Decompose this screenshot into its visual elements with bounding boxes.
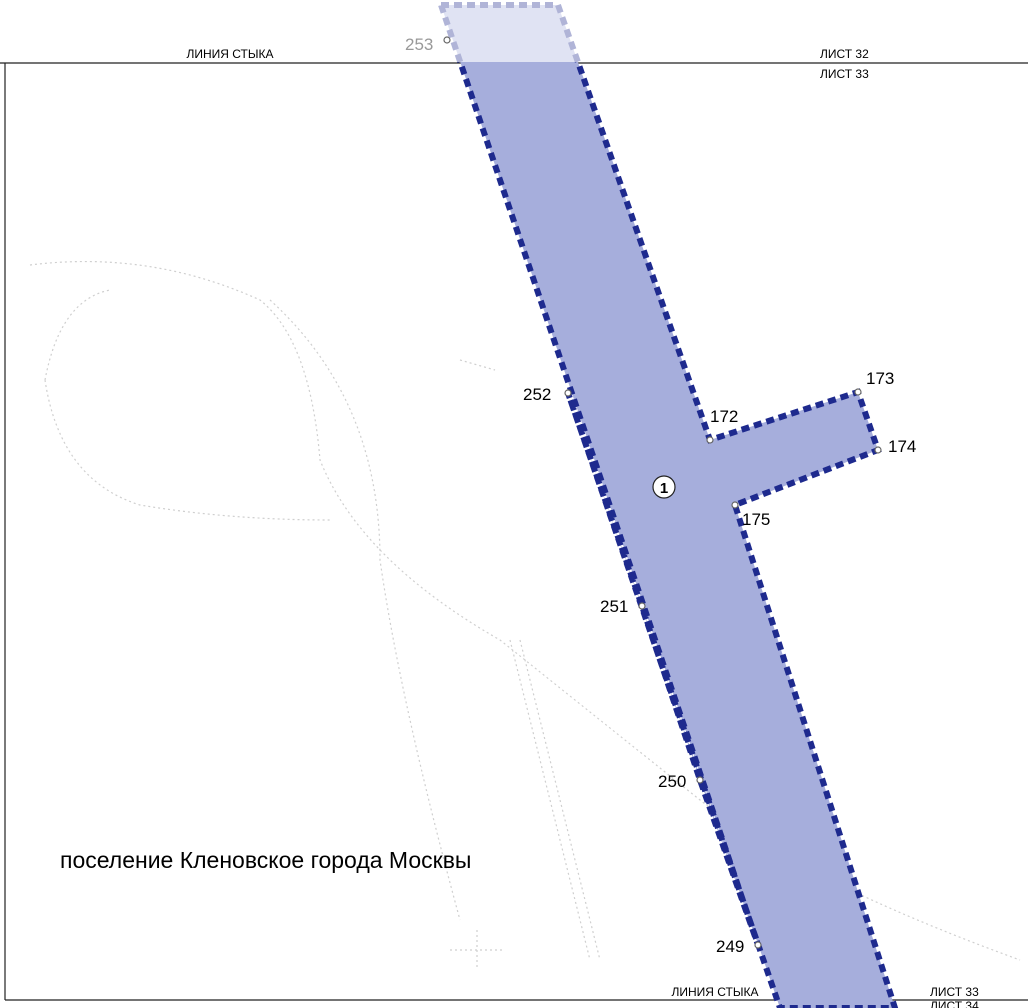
background-features — [29, 260, 1021, 970]
zone-area — [436, 1, 899, 1008]
point-label: 252 — [523, 385, 551, 404]
joint-line-label: ЛИНИЯ СТЫКА — [186, 47, 273, 61]
vertices — [443, 36, 882, 949]
point-label: 251 — [600, 597, 628, 616]
zone-number: 1 — [660, 480, 668, 497]
zone-marker — [652, 475, 676, 499]
joint-line-label: ЛИНИЯ СТЫКА — [671, 985, 758, 999]
vertex — [706, 436, 714, 444]
sheet-label: ЛИСТ 33 — [930, 985, 979, 999]
adjacent-sheet-overlay — [0, 0, 1028, 62]
vertex — [638, 602, 646, 610]
point-label: 253 — [405, 35, 433, 54]
vertex — [874, 446, 882, 454]
vertex — [854, 388, 862, 396]
sheet-label: ЛИСТ 33 — [820, 67, 869, 81]
vertex — [754, 941, 762, 949]
vertex — [731, 501, 739, 509]
region-label: поселение Кленовское города Москвы — [60, 847, 471, 873]
point-label: 250 — [658, 772, 686, 791]
point-label: 173 — [866, 369, 894, 388]
point-label: 175 — [742, 510, 770, 529]
sheet-label: ЛИСТ 32 — [820, 47, 869, 61]
point-label: 172 — [710, 407, 738, 426]
point-label: 249 — [716, 937, 744, 956]
vertex — [564, 389, 572, 397]
point-label: 174 — [888, 437, 916, 456]
vertex — [696, 776, 704, 784]
vertex — [443, 36, 451, 44]
sheet-label: ЛИСТ 34 — [930, 999, 979, 1008]
